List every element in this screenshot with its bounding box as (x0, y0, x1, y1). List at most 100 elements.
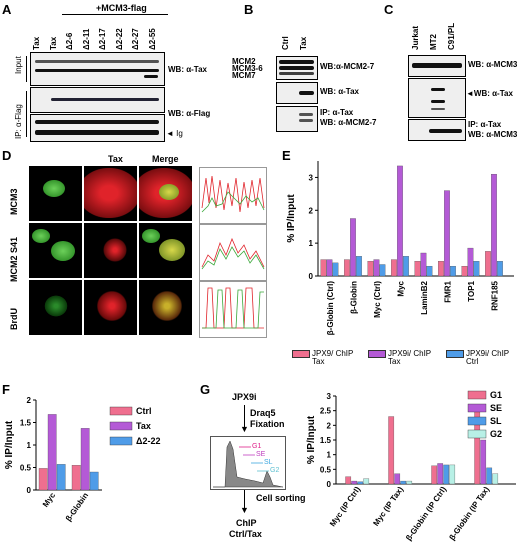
row-mcm3-label: MCM3 (9, 188, 19, 216)
legend-f-label: Ctrl (136, 406, 152, 416)
panel-c-wb2-text: WB: α-Tax (473, 89, 513, 98)
step-fixation: Fixation (250, 419, 285, 429)
bar (332, 262, 339, 277)
panel-e-chart: 0 1 2 3 % IP/Input β-Globin (Ctrl) β-Globin Myc… (286, 161, 514, 335)
y-tick-label: 0.5 (20, 464, 32, 473)
panel-a-header: +MCM3-flag (96, 3, 147, 13)
panel-e-legend: JPX9/ ChIP Tax JPX9i/ ChIP Tax JPX9i/ Ch… (286, 350, 518, 376)
bar (357, 481, 364, 485)
legend-e-1-swatch (292, 350, 310, 358)
step-cell-sorting: Cell sorting (256, 493, 306, 503)
bar (485, 251, 491, 277)
micrograph-brdu-merge (139, 280, 192, 335)
category-label: TOP1 (467, 280, 476, 301)
gate-g1: G1 (252, 443, 262, 450)
legend-e-2-text: JPX9i/ ChIP Tax (388, 349, 431, 366)
bar (351, 480, 358, 485)
bar (388, 416, 395, 485)
legend-f-swatch (109, 436, 133, 446)
lane-label: Δ2-11 (81, 28, 91, 50)
flow-arrowhead-2: ▼ (240, 505, 249, 515)
panel-c-wb2: ◄WB: α-Tax (466, 89, 513, 98)
category-label: β-Globin (IP Ctrl) (404, 485, 448, 543)
legend-g-label: SL (490, 416, 502, 426)
panel-a-label: A (2, 2, 12, 17)
bar (356, 256, 362, 277)
bar (426, 265, 433, 277)
bar (71, 465, 81, 491)
legend-g-label: SE (490, 403, 502, 413)
lane-label: Δ2-22 (114, 28, 124, 50)
ig-arrow: ◄ Ig (166, 129, 183, 138)
y-tick-label: 1.5 (20, 419, 32, 428)
blot-c-ip (408, 119, 466, 141)
bar (450, 265, 456, 277)
panel-b-wb3a: IP: α-Tax (320, 108, 354, 117)
step-chip: ChIP (236, 518, 257, 528)
bar (373, 259, 380, 277)
y-axis-label: % IP/Input (4, 420, 15, 469)
y-tick-label: 0.5 (320, 465, 332, 474)
micrograph-mcm2-tax (84, 223, 137, 278)
bar (414, 261, 421, 277)
bar (473, 261, 480, 277)
ip-flag-label: IP: α-Flag (14, 104, 23, 139)
panel-b-wb3b: WB: α-MCM2-7 (320, 118, 377, 127)
lane-label: MT2 (429, 34, 438, 50)
category-label: FMR1 (443, 280, 452, 302)
panel-g-chart: 0 0.5 1 1.5 2 2.5 3 % IP/Input Myc (IP Ctrl) Myc … (306, 390, 516, 543)
facs-histogram: G1 SE SL G2 (210, 436, 286, 490)
bar (320, 259, 327, 277)
panel-f-label: F (2, 382, 10, 397)
y-tick-label: 0 (27, 486, 32, 495)
bar (326, 259, 333, 277)
bar (394, 473, 401, 485)
bar (397, 165, 403, 277)
ig-label: Ig (176, 129, 183, 138)
bar (363, 478, 370, 485)
panel-a-wb1: WB: α-Tax (168, 65, 207, 74)
panel-a-header-line (62, 14, 168, 15)
flow-arrow-2 (244, 490, 245, 510)
gate-sl: SL (264, 459, 273, 466)
bar (491, 173, 497, 277)
ip-bracket (26, 91, 27, 137)
lane-label: C91/PL (447, 22, 456, 50)
row-brdu-label: BrdU (9, 308, 19, 330)
bar (480, 439, 487, 485)
bar (47, 414, 57, 491)
panel-b-wb1: WB:α-MCM2-7 (320, 62, 375, 71)
blot-c-mcm3 (408, 55, 466, 77)
legend-e-1-text: JPX9/ ChIP Tax (312, 349, 354, 366)
bar (379, 264, 386, 277)
bar (486, 467, 493, 485)
panel-e-label: E (282, 148, 291, 163)
y-axis-label: % IP/Input (306, 415, 317, 464)
lane-label: Tax (48, 36, 58, 50)
legend-f-swatch (109, 406, 133, 416)
bar (431, 465, 438, 485)
panel-c-wb1: WB: α-MCM3 (468, 60, 518, 69)
lane-label: Ctrl (281, 36, 290, 50)
intensity-profile-mcm2 (199, 224, 267, 281)
legend-e-2-swatch (368, 350, 386, 358)
bar (344, 259, 350, 277)
blot-b-mcm (276, 56, 318, 80)
blot-c-tax (408, 78, 466, 118)
row-mcm2-label: MCM2 S41 (9, 236, 19, 282)
col-merge-label: Merge (152, 154, 179, 164)
gate-g2: G2 (270, 467, 280, 474)
blot-a-input (30, 52, 165, 86)
lane-label: Jurkat (411, 25, 420, 50)
bar (443, 464, 450, 485)
bar (350, 218, 356, 277)
category-label: β-Globin (349, 281, 358, 314)
bar (56, 464, 66, 491)
y-tick-label: 1 (27, 441, 32, 450)
category-label: Myc (396, 280, 405, 296)
panel-b-wb2: WB: α-Tax (320, 87, 359, 96)
legend-g-swatch (467, 403, 487, 413)
bar (467, 247, 474, 277)
micrograph-mcm3-tax (84, 166, 137, 221)
micrograph-mcm2-merge (139, 223, 192, 278)
